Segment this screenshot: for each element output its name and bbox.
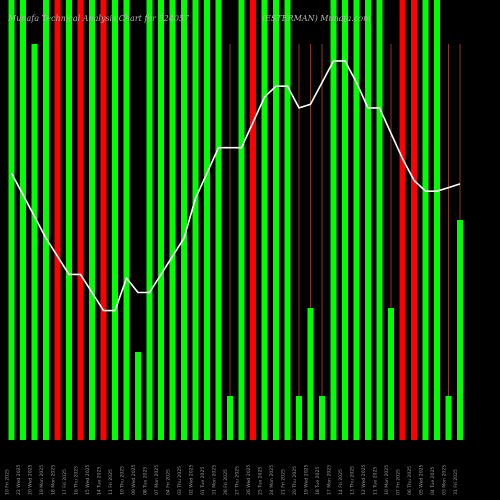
x-tick-label-36: 05 Wed 2025 [419,464,425,495]
x-tick-label-22: 25 Tue 2025 [258,467,264,495]
wick-layer [126,44,461,440]
volume-bar-23 [273,0,279,440]
volume-bar-21 [250,0,256,440]
x-tick-label-14: 04 Fri 2025 [166,469,172,495]
volume-bar-9 [112,0,118,440]
volume-bar-10 [123,0,130,440]
volume-bar-20 [238,0,245,440]
volume-bar-22 [261,0,268,440]
price-line-layer [10,60,461,312]
volume-bar-25 [296,396,302,440]
x-tick-label-23: 24 Mon 2025 [269,465,275,495]
volume-bar-2 [31,44,38,440]
volume-bar-7 [89,0,95,440]
volume-bar-layer [8,0,463,440]
volume-bar-24 [284,0,291,440]
volume-bar-35 [411,0,417,440]
volume-bar-6 [77,0,84,440]
volume-bar-1 [20,0,26,440]
volume-bar-38 [445,396,452,440]
price-series-line [10,60,461,312]
volume-bar-13 [158,0,164,440]
volume-bar-28 [330,0,337,440]
x-tick-label-33: 10 Mon 2025 [384,465,390,495]
volume-bar-36 [422,0,429,440]
volume-bar-32 [376,0,383,440]
x-tick-label-4: 18 Mon 2025 [51,465,57,495]
x-tick-label-layer: 10 Fri 2025 22 Wed 2025 20 Wed 2025 19 Mon … [5,464,460,495]
chart-subtitle: (ESTERMAN) Munafa.com [262,14,371,23]
x-tick-label-38: 03 Mon 2025 [442,465,448,495]
x-tick-label-0: 10 Fri 2025 [5,469,11,495]
x-tick-label-17: 01 Tue 2025 [200,467,206,495]
volume-bar-3 [43,0,49,440]
x-tick-label-6: 16 Thu 2025 [74,466,80,495]
volume-bar-31 [365,0,371,440]
x-tick-label-11: 09 Wed 2025 [131,464,137,495]
x-tick-label-37: 04 Tue 2025 [430,467,436,495]
x-tick-label-21: 26 Wed 2025 [246,464,252,495]
x-tick-label-13: 07 Mon 2025 [154,465,160,495]
volume-bar-29 [342,0,348,440]
x-tick-label-27: 18 Tue 2025 [315,467,321,495]
x-tick-label-9: 11 Fri 2025 [108,469,114,495]
x-tick-label-34: 07 Fri 2025 [396,469,402,495]
x-tick-label-16: 02 Wed 2025 [189,464,195,495]
volume-bar-5 [66,0,72,440]
x-tick-label-8: 14 Tue 2025 [97,467,103,495]
x-tick-label-35: 06 Thu 2025 [407,466,413,495]
volume-bar-30 [353,0,360,440]
volume-bar-33 [388,308,394,440]
x-tick-label-30: 13 Thu 2025 [350,466,356,495]
volume-bar-39 [457,220,463,440]
volume-bar-15 [181,0,187,440]
x-tick-label-10: 10 Thu 2025 [120,466,126,495]
chart-title: Munafa Technical Analysis Chart for 5240… [8,14,190,23]
x-tick-label-18: 31 Mon 2025 [212,465,218,495]
x-tick-label-7: 15 Wed 2025 [85,464,91,495]
x-tick-label-5: 17 Fri 2025 [62,469,68,495]
volume-bar-17 [204,0,210,440]
volume-bar-11 [135,352,141,440]
x-tick-label-26: 19 Wed 2025 [304,464,310,495]
volume-bar-14 [169,0,176,440]
volume-bar-27 [319,396,325,440]
x-tick-label-3: 19 Mon 2025 [39,465,45,495]
x-tick-label-25: 20 Thu 2025 [292,466,298,495]
x-tick-label-12: 08 Tue 2025 [143,467,149,495]
x-tick-label-20: 27 Thu 2025 [235,466,241,495]
volume-bar-8 [100,0,107,440]
volume-bar-34 [399,0,406,440]
x-tick-label-2: 20 Wed 2025 [28,464,34,495]
x-tick-label-32: 11 Tue 2025 [373,467,379,495]
volume-bar-4 [54,0,61,440]
x-tick-label-15: 03 Thu 2025 [177,466,183,495]
x-tick-label-29: 14 Fri 2025 [338,469,344,495]
x-tick-label-31: 12 Wed 2025 [361,464,367,495]
volume-bar-0 [8,0,15,440]
volume-bar-16 [192,0,199,440]
volume-bar-37 [434,0,440,440]
x-tick-label-1: 22 Wed 2025 [16,464,22,495]
x-tick-label-28: 17 Mon 2025 [327,465,333,495]
volume-bar-18 [215,0,222,440]
x-tick-label-39: 31 Fri 2025 [453,469,459,495]
volume-bar-12 [146,0,153,440]
volume-bar-19 [227,396,233,440]
x-tick-label-24: 21 Fri 2025 [281,469,287,495]
volume-bar-26 [307,308,314,440]
x-tick-label-19: 28 Fri 2025 [223,469,229,495]
